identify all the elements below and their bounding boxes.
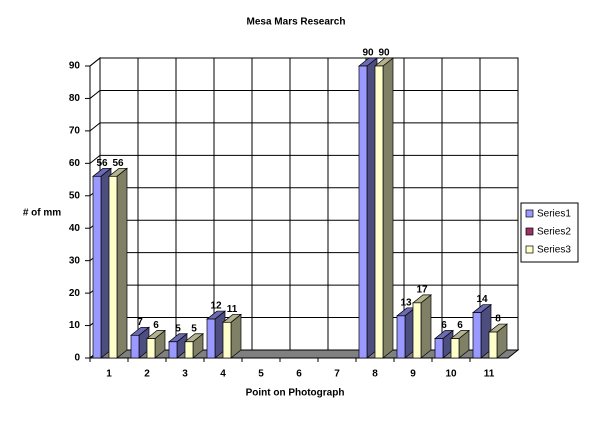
bar <box>450 329 470 359</box>
x-tick-label: 3 <box>182 369 188 380</box>
bar <box>472 303 492 359</box>
bar <box>168 333 188 359</box>
bar-front <box>472 312 482 359</box>
chart-title: Mesa Mars Research <box>247 17 346 28</box>
data-label: 13 <box>400 297 412 308</box>
legend-swatch <box>525 209 534 218</box>
bar <box>222 313 242 359</box>
bar-front <box>92 175 102 359</box>
x-tick-label: 4 <box>220 369 226 380</box>
y-tick-label: 30 <box>69 255 81 266</box>
bar-side <box>382 57 394 359</box>
bar-side <box>116 167 128 359</box>
bar-front <box>130 334 140 359</box>
x-tick-label: 6 <box>296 369 302 380</box>
bar-front <box>168 341 178 359</box>
bar <box>146 329 166 359</box>
bar-front <box>450 338 460 359</box>
bar-front <box>488 331 498 359</box>
data-label: 6 <box>457 320 463 331</box>
x-tick-label: 5 <box>258 369 264 380</box>
data-label: 5 <box>191 323 197 334</box>
bar-front <box>358 65 368 359</box>
y-tick-label: 40 <box>69 223 81 234</box>
data-label: 7 <box>137 317 143 328</box>
data-label: 6 <box>441 320 447 331</box>
data-label: 56 <box>96 158 108 169</box>
bar-side <box>420 294 432 359</box>
bar-front <box>108 175 118 359</box>
bar <box>434 329 454 359</box>
bar-front <box>206 318 216 359</box>
y-tick-label: 70 <box>69 126 81 137</box>
x-tick-label: 1 <box>106 369 112 380</box>
bar <box>412 294 432 359</box>
data-label: 8 <box>495 314 501 325</box>
grid-line <box>89 57 518 67</box>
bar <box>374 57 394 359</box>
bar-front <box>374 65 384 359</box>
bar-front <box>412 302 422 359</box>
y-tick-label: 20 <box>69 288 81 299</box>
data-label: 6 <box>153 320 159 331</box>
bar-front <box>222 321 232 359</box>
bar-front <box>396 315 406 359</box>
x-tick-label: 8 <box>372 369 378 380</box>
y-tick-label: 50 <box>69 190 81 201</box>
data-label: 17 <box>416 284 428 295</box>
y-tick-label: 0 <box>74 353 80 364</box>
data-label: 14 <box>476 294 488 305</box>
bar <box>108 167 128 359</box>
x-tick-label: 10 <box>445 369 457 380</box>
back-wall <box>99 57 519 351</box>
bar <box>488 323 508 359</box>
data-label: 5 <box>175 323 181 334</box>
y-tick-label: 80 <box>69 93 81 104</box>
data-label: 12 <box>210 301 222 312</box>
bar-front <box>146 338 156 359</box>
y-tick-label: 90 <box>69 61 81 72</box>
bar-front <box>434 338 444 359</box>
legend-swatch <box>525 245 534 254</box>
y-axis-label: # of mm <box>23 208 61 219</box>
bar <box>396 307 416 359</box>
bar <box>358 57 378 359</box>
legend-label: Series2 <box>537 227 571 238</box>
data-label: 56 <box>112 158 124 169</box>
bar <box>206 310 226 359</box>
legend-label: Series1 <box>537 209 571 220</box>
y-tick-label: 10 <box>69 320 81 331</box>
bar <box>184 333 204 359</box>
bar <box>92 167 112 359</box>
bar-front <box>184 341 194 359</box>
legend-label: Series3 <box>537 245 571 256</box>
data-label: 90 <box>362 48 374 59</box>
x-tick-label: 9 <box>410 369 416 380</box>
data-label: 11 <box>227 304 238 315</box>
x-tick-label: 2 <box>144 369 150 380</box>
legend-swatch <box>525 227 534 236</box>
x-tick-label: 11 <box>484 369 495 380</box>
x-tick-label: 7 <box>334 369 340 380</box>
x-axis-label: Point on Photograph <box>246 388 345 399</box>
data-label: 90 <box>378 48 390 59</box>
y-tick-label: 60 <box>69 158 81 169</box>
